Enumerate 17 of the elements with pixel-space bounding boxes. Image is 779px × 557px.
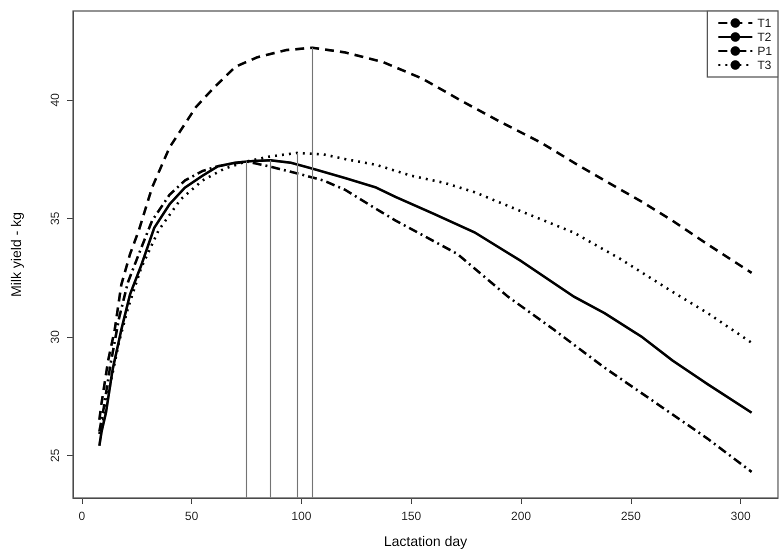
- legend-label: T3: [757, 58, 772, 72]
- y-axis-title: Milk yield - kg: [8, 212, 24, 297]
- x-tick-label: 250: [620, 509, 642, 523]
- legend-label: T2: [757, 30, 772, 44]
- y-tick-label: 30: [48, 330, 62, 344]
- x-tick-label: 100: [291, 509, 312, 523]
- legend-label: T1: [757, 16, 772, 30]
- legend-label: P1: [757, 44, 772, 58]
- y-tick-label: 40: [48, 92, 62, 107]
- x-tick-label: 300: [730, 509, 751, 523]
- x-axis-title: Lactation day: [384, 533, 468, 549]
- y-tick-label: 25: [48, 448, 62, 462]
- y-tick-label: 35: [48, 211, 62, 226]
- x-tick-label: 50: [184, 509, 199, 523]
- x-tick-label: 0: [78, 509, 86, 523]
- x-tick-label: 150: [401, 509, 422, 523]
- x-tick-label: 200: [511, 509, 532, 523]
